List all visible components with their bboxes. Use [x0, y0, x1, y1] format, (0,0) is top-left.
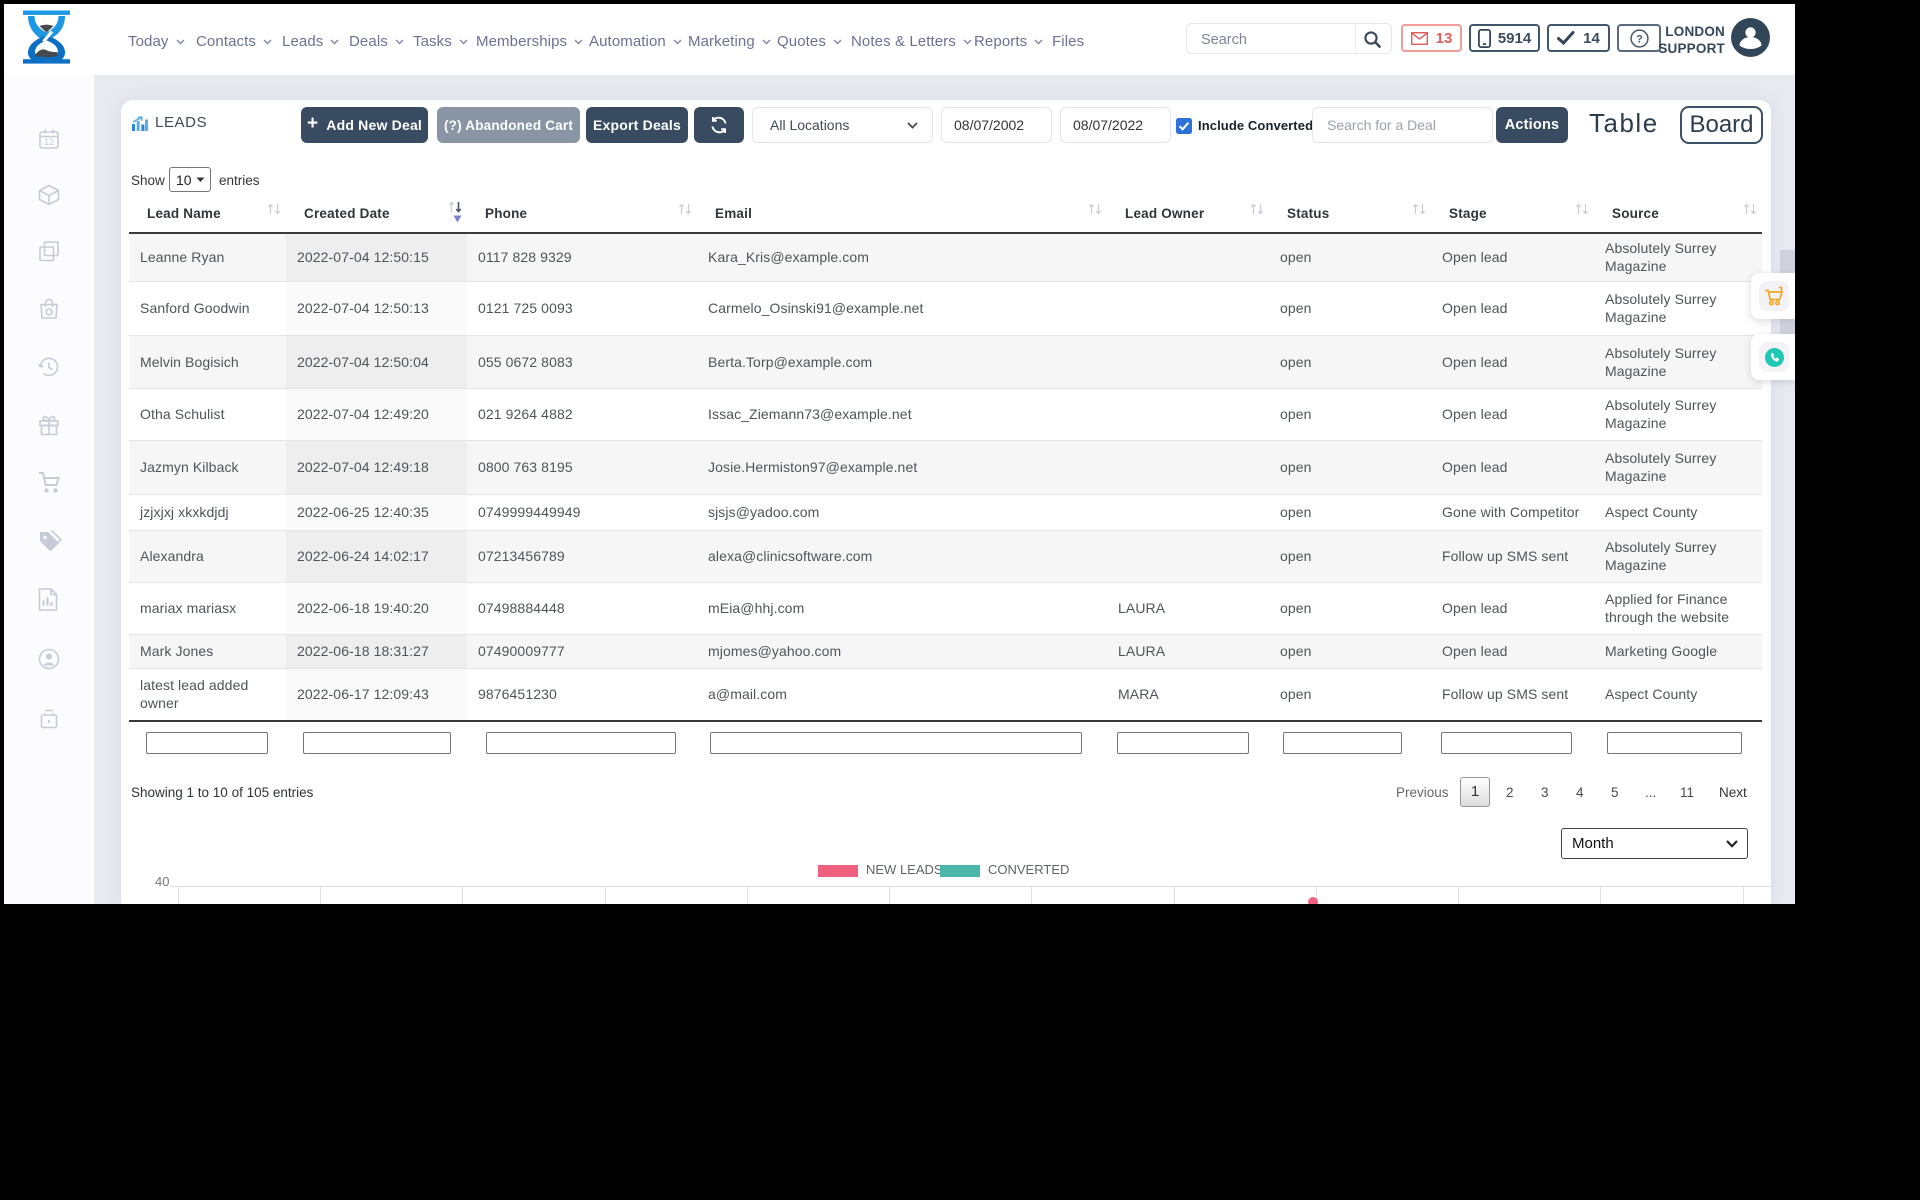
- svg-text:12: 12: [44, 137, 54, 147]
- svg-text:?: ?: [1636, 33, 1643, 45]
